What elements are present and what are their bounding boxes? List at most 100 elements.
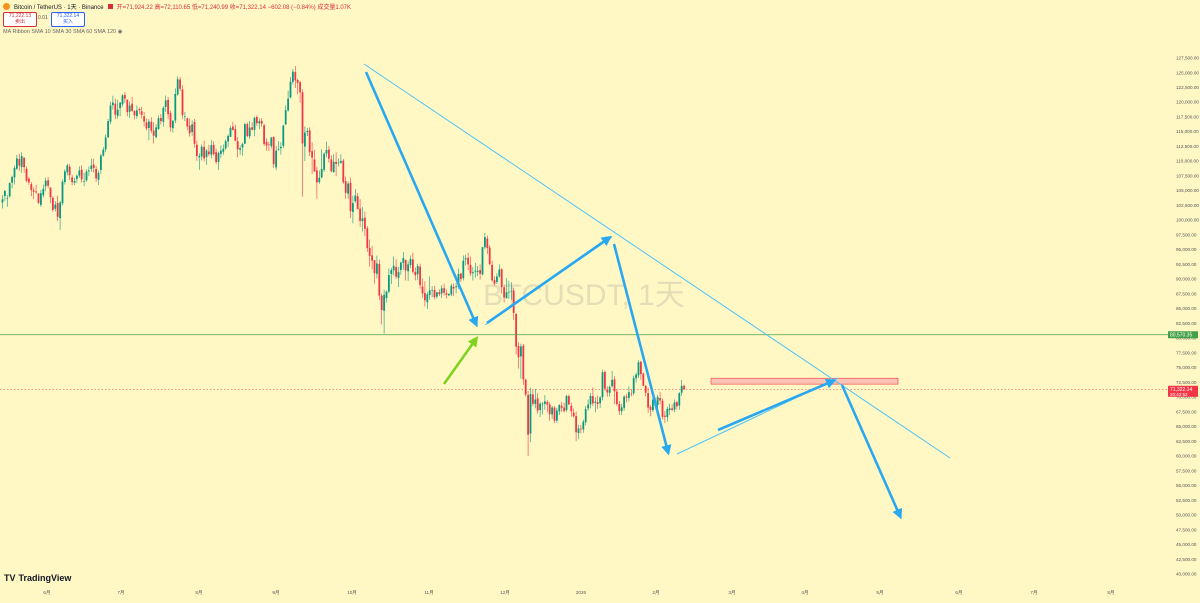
candle-body bbox=[232, 126, 234, 130]
candle-body bbox=[664, 415, 666, 417]
candle-body bbox=[143, 116, 145, 122]
candle-body bbox=[270, 137, 273, 147]
candle-body bbox=[172, 120, 174, 129]
candle-body bbox=[536, 398, 539, 411]
ohlc-readout: 开=71,924.22 高=72,110.65 低=71,240.99 收=71… bbox=[116, 4, 351, 11]
up-arrow-1 bbox=[486, 235, 612, 325]
buy-label: 买入 bbox=[62, 19, 73, 25]
candle-body bbox=[668, 408, 671, 411]
sell-button[interactable]: 71,222.13 卖出 bbox=[3, 12, 37, 27]
candle-body bbox=[107, 121, 109, 138]
drawing-layer bbox=[0, 63, 1168, 520]
up-arrow-2 bbox=[717, 378, 837, 432]
candle-body bbox=[385, 291, 388, 299]
x-tick-label: 8月 bbox=[195, 590, 202, 596]
candle-body bbox=[476, 270, 479, 272]
x-tick-label: 2月 bbox=[652, 590, 659, 596]
candle-body bbox=[428, 290, 431, 296]
candle-body bbox=[683, 385, 685, 390]
candle-body bbox=[407, 264, 409, 272]
candle-body bbox=[527, 394, 529, 435]
candle-body bbox=[330, 159, 333, 172]
x-tick-label: 8月 bbox=[1107, 590, 1114, 596]
candle-body bbox=[215, 152, 217, 163]
candle-body bbox=[160, 117, 162, 122]
candle-body bbox=[263, 125, 265, 144]
x-tick-label: 6月 bbox=[43, 590, 50, 596]
candle-body bbox=[606, 389, 609, 393]
candle-body bbox=[373, 260, 376, 274]
candle-body bbox=[162, 107, 165, 122]
candle-body bbox=[136, 110, 138, 117]
candle-body bbox=[484, 237, 486, 248]
candle-body bbox=[229, 127, 232, 137]
y-tick-label: 47,500.00 bbox=[1176, 527, 1197, 532]
candle-body bbox=[541, 403, 544, 405]
candle-body bbox=[328, 149, 330, 159]
logo-text: TradingView bbox=[18, 573, 72, 583]
candle-body bbox=[169, 113, 172, 128]
candle-body bbox=[311, 151, 313, 158]
buy-price: 71,322.14 bbox=[56, 13, 80, 19]
y-tick-label: 95,000.00 bbox=[1176, 247, 1197, 252]
price-axis: 127,500.00 125,000.00 122,500.00 120,000.00… bbox=[1168, 56, 1199, 577]
green-arrow bbox=[442, 336, 479, 385]
y-tick-label: 122,500.00 bbox=[1176, 85, 1199, 90]
symbol-title[interactable]: Bitcoin / TetherUS · 1天 · Binance bbox=[14, 4, 104, 11]
candle-body bbox=[16, 158, 18, 169]
candle-body bbox=[174, 93, 177, 121]
candle-body bbox=[313, 159, 316, 172]
indicator-legend[interactable]: MA Ribbon SMA 10 SMA 30 SMA 60 SMA 120 ◉ bbox=[3, 29, 122, 35]
price-tag-label: 80,570.35 bbox=[1170, 332, 1192, 338]
y-tick-label: 87,500.00 bbox=[1176, 291, 1197, 296]
candle-body bbox=[390, 270, 393, 274]
candle-body bbox=[400, 262, 402, 271]
candle-body bbox=[673, 402, 676, 410]
candle-body bbox=[604, 371, 606, 389]
y-tick-label: 120,000.00 bbox=[1176, 100, 1199, 105]
candle-body bbox=[157, 118, 160, 129]
candle-body bbox=[505, 292, 508, 299]
candle-body bbox=[184, 116, 186, 117]
candle-body bbox=[445, 293, 448, 295]
candle-body bbox=[56, 203, 59, 217]
candle-body bbox=[455, 286, 457, 288]
candle-body bbox=[32, 190, 35, 192]
candle-body bbox=[628, 392, 630, 398]
buy-button[interactable]: 71,322.14 买入 bbox=[51, 12, 85, 27]
candle-body bbox=[186, 118, 189, 127]
candle-body bbox=[493, 280, 496, 284]
candle-body bbox=[337, 162, 340, 164]
y-tick-label: 97,500.00 bbox=[1176, 232, 1197, 237]
candle-body bbox=[356, 196, 359, 210]
candle-body bbox=[572, 412, 575, 417]
candle-body bbox=[18, 159, 21, 166]
candle-body bbox=[6, 198, 9, 199]
candle-body bbox=[368, 247, 371, 256]
y-tick-label: 40,000.00 bbox=[1176, 572, 1197, 577]
candle-body bbox=[133, 110, 136, 116]
candle-body bbox=[64, 171, 66, 183]
time-axis: 6月 7月 8月 9月 10月 11月 12月 2026 2月 3月 4月 5月 6月 7月 8月 bbox=[43, 590, 1114, 596]
candle-body bbox=[616, 391, 618, 404]
candle-body bbox=[532, 394, 534, 404]
y-tick-label: 55,000.00 bbox=[1176, 483, 1197, 488]
candle-body bbox=[200, 146, 203, 157]
candle-body bbox=[97, 172, 100, 180]
candle-body bbox=[42, 188, 45, 196]
candle-body bbox=[256, 116, 258, 124]
eye-icon[interactable]: ◉ bbox=[117, 29, 123, 35]
candle-body bbox=[412, 259, 414, 272]
candle-body bbox=[121, 95, 124, 105]
candle-body bbox=[340, 161, 342, 163]
tradingview-logo[interactable]: TV TradingView bbox=[4, 573, 71, 583]
candle-body bbox=[524, 379, 527, 395]
candle-body bbox=[258, 121, 261, 124]
indicator-name: MA Ribbon SMA 10 SMA 30 SMA 60 SMA 120 bbox=[3, 29, 117, 35]
candle-body bbox=[534, 399, 537, 405]
candle-body bbox=[587, 404, 589, 409]
candle-body bbox=[59, 202, 61, 219]
candle-body bbox=[316, 170, 318, 183]
